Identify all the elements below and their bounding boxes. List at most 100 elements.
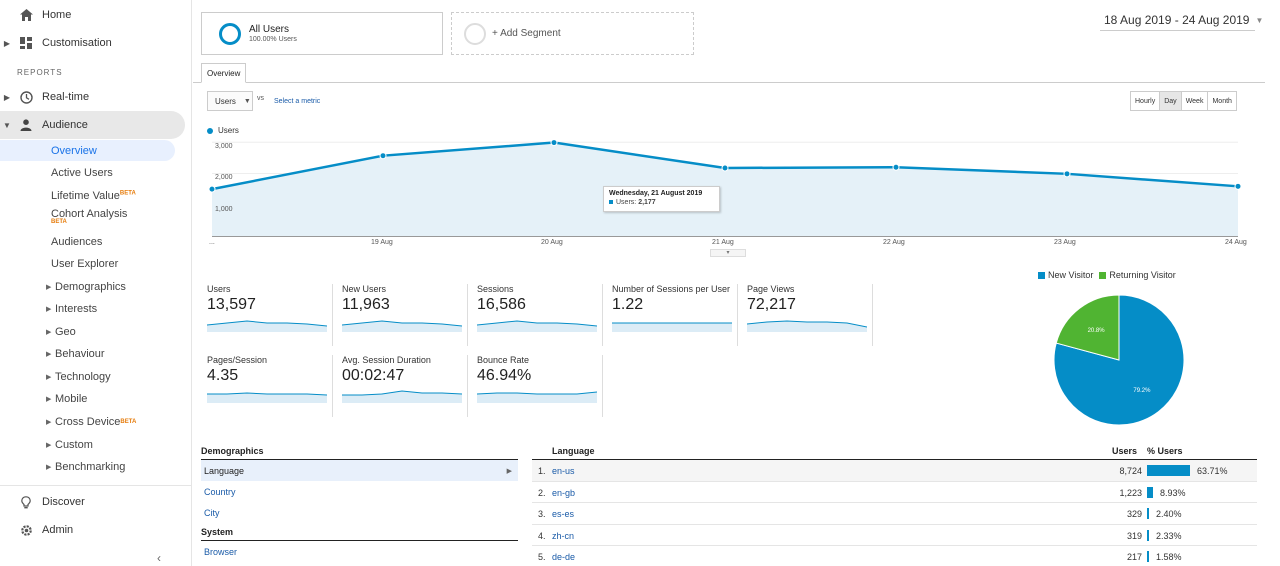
stat-users[interactable]: Users 13,597 xyxy=(207,284,333,346)
sidebar-item-custom[interactable]: ▶ Custom xyxy=(0,434,175,455)
table-body: 1. en-us 8,724 63.71% 2. en-gb 1,223 8.93% 3. es-… xyxy=(532,460,1257,566)
language-code-link[interactable]: es-es xyxy=(552,509,575,519)
row-rank: 3. xyxy=(538,509,546,519)
sidebar-item-cross-device[interactable]: ▶ Cross Device BETA xyxy=(0,411,175,432)
sidebar-item-overview[interactable]: Overview xyxy=(0,140,175,161)
y-tick-label: 3,000 xyxy=(215,143,233,150)
stat-value: 11,963 xyxy=(342,296,390,313)
stat-page-views[interactable]: Page Views 72,217 xyxy=(747,284,873,346)
metric-select[interactable]: Users ▼ xyxy=(207,91,253,111)
expand-caret-icon: ▶ xyxy=(3,38,11,48)
percent-bar xyxy=(1147,529,1149,541)
sidebar-item-admin[interactable]: Admin xyxy=(0,516,185,544)
table-row[interactable]: 4. zh-cn 319 2.33% xyxy=(532,525,1257,546)
month-button[interactable]: Month xyxy=(1207,91,1237,111)
sidebar-item-geo[interactable]: ▶ Geo xyxy=(0,321,175,342)
users-count: 217 xyxy=(1126,552,1142,562)
tab-overview[interactable]: Overview xyxy=(201,63,247,83)
stat-sparkline xyxy=(477,320,597,332)
chart-resize-handle[interactable]: ▾ xyxy=(710,249,746,257)
legend-item-new-visitor[interactable]: New Visitor xyxy=(1038,270,1093,280)
sidebar-item-active-users[interactable]: Active Users xyxy=(0,162,175,183)
beta-badge: BETA xyxy=(119,189,136,196)
stat-label: Sessions xyxy=(477,284,514,294)
sidebar-item-label: Discover xyxy=(42,496,85,508)
language-code-link[interactable]: zh-cn xyxy=(552,530,575,541)
sidebar-item-behaviour[interactable]: ▶ Behaviour xyxy=(0,343,175,364)
table-row[interactable]: 2. en-gb 1,223 8.93% xyxy=(532,482,1257,503)
sidebar-item-lifetime-value[interactable]: Lifetime ValueBETA xyxy=(0,185,175,206)
x-tick-label: 23 Aug xyxy=(1054,239,1076,246)
language-code-link[interactable]: en-us xyxy=(552,466,575,476)
add-segment-button[interactable]: + Add Segment xyxy=(451,12,694,55)
stat-value: 46.94% xyxy=(477,367,532,384)
legend-label: New Visitor xyxy=(1048,270,1094,280)
demographics-item-country[interactable]: Country xyxy=(204,486,236,497)
sidebar-item-user-explorer[interactable]: User Explorer xyxy=(0,253,175,274)
sidebar-item-mobile[interactable]: ▶ Mobile xyxy=(0,388,175,409)
stat-new-users[interactable]: New Users 11,963 xyxy=(342,284,468,346)
table-row[interactable]: 3. es-es 329 2.40% xyxy=(532,503,1257,525)
sidebar-item-discover[interactable]: Discover xyxy=(0,488,185,516)
chevron-down-icon: ▼ xyxy=(1255,15,1264,25)
segment-all-users[interactable]: All Users 100.00% Users xyxy=(201,12,443,55)
collapse-sidebar-icon[interactable]: ‹ xyxy=(157,551,161,565)
sidebar-item-audiences[interactable]: Audiences xyxy=(0,231,175,252)
chevron-down-icon: ▼ xyxy=(243,97,251,105)
date-range-picker[interactable]: 18 Aug 2019 - 24 Aug 2019 ▼ xyxy=(1104,13,1263,27)
language-code-link[interactable]: de-de xyxy=(552,552,576,562)
table-row[interactable]: 1. en-us 8,724 63.71% xyxy=(532,460,1257,482)
person-icon xyxy=(14,117,38,133)
sidebar-item-label: Real-time xyxy=(42,91,90,103)
hourly-button[interactable]: Hourly xyxy=(1130,91,1161,111)
sidebar-item-audience[interactable]: ▼ Audience xyxy=(0,111,185,139)
stat-pages-per-session[interactable]: Pages/Session 4.35 xyxy=(207,355,333,417)
series-area xyxy=(212,142,1238,236)
legend-swatch xyxy=(1099,271,1107,279)
stat-avg-session-duration[interactable]: Avg. Session Duration 00:02:47 xyxy=(342,355,468,417)
demographics-item-language[interactable]: Language ▶ xyxy=(201,460,518,481)
data-point xyxy=(208,185,216,193)
legend-label: Users xyxy=(218,126,239,135)
stat-bounce-rate[interactable]: Bounce Rate 46.94% xyxy=(477,355,603,417)
expand-caret-icon: ▶ xyxy=(46,395,52,403)
sidebar-item-realtime[interactable]: ▶ Real-time xyxy=(0,83,185,111)
stat-label: Number of Sessions per User xyxy=(612,284,731,294)
language-code-link[interactable]: en-gb xyxy=(552,487,576,498)
week-button[interactable]: Week xyxy=(1180,91,1209,111)
segment-ring-icon xyxy=(219,22,241,45)
stat-sparkline xyxy=(747,320,867,332)
system-item-browser[interactable]: Browser xyxy=(204,546,238,557)
column-header-users[interactable]: Users xyxy=(1112,446,1138,456)
sidebar-item-customisation[interactable]: ▶ Customisation xyxy=(0,29,185,57)
sidebar-item-label: User Explorer xyxy=(51,257,119,270)
table-row[interactable]: 5. de-de 217 1.58% xyxy=(532,546,1257,566)
vs-label: vs xyxy=(257,95,264,102)
x-tick-label: 20 Aug xyxy=(541,239,563,246)
demographics-item-city[interactable]: City xyxy=(204,507,220,518)
percent-bar xyxy=(1147,465,1190,476)
sidebar-item-home[interactable]: Home xyxy=(0,1,185,29)
users-line-chart: Users 3,000 2,000 1,000 ... 19 Aug 20 Au… xyxy=(193,118,1258,257)
sidebar-item-interests[interactable]: ▶ Interests xyxy=(0,298,175,319)
pie-slice[interactable] xyxy=(1055,294,1120,361)
row-rank: 2. xyxy=(538,487,546,498)
date-range-underline xyxy=(1100,30,1255,31)
day-button[interactable]: Day xyxy=(1159,91,1182,111)
legend-item-returning-visitor[interactable]: Returning Visitor xyxy=(1099,270,1176,280)
sidebar-item-technology[interactable]: ▶ Technology xyxy=(0,366,175,387)
sidebar-item-label: Interests xyxy=(55,302,98,315)
stat-label: Page Views xyxy=(747,284,795,294)
sidebar-item-cohort-analysis[interactable]: Cohort Analysis BETA xyxy=(0,205,175,229)
sidebar-item-label: Overview xyxy=(51,144,97,157)
sidebar-item-benchmarking[interactable]: ▶ Benchmarking xyxy=(0,456,175,477)
stat-label: New Users xyxy=(342,284,387,294)
sidebar-item-demographics[interactable]: ▶ Demographics xyxy=(0,276,175,297)
sidebar-item-label: Cohort Analysis xyxy=(51,208,128,220)
column-header-pct-users[interactable]: % Users xyxy=(1147,446,1183,456)
stat-sessions-per-user[interactable]: Number of Sessions per User 1.22 xyxy=(612,284,738,346)
reports-section-header: REPORTS xyxy=(17,68,63,77)
stat-sessions[interactable]: Sessions 16,586 xyxy=(477,284,603,346)
select-metric-link[interactable]: Select a metric xyxy=(274,98,321,105)
chevron-right-icon: ▶ xyxy=(506,467,512,475)
